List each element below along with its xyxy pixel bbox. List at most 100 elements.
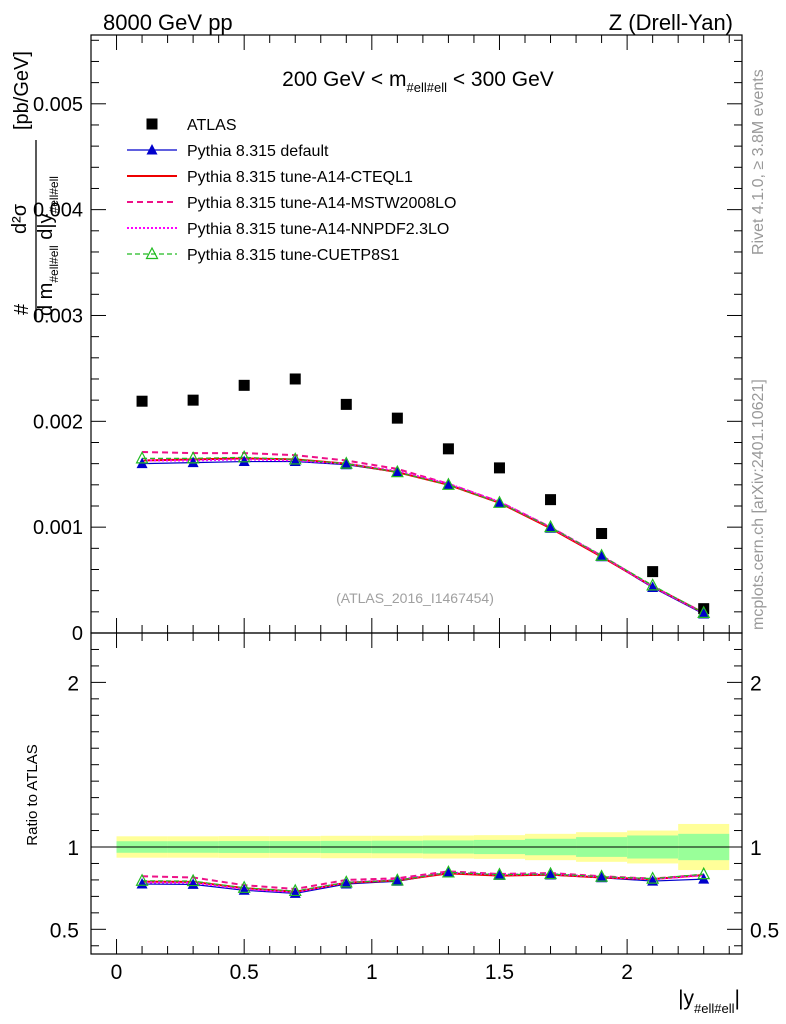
main-point-atlas-0 [136,395,148,407]
ratio-ytick-label-right-2: 2 [750,672,762,695]
main-point-atlas-5 [391,412,403,424]
main-point-default-7 [493,496,505,508]
ratio-point-default-5 [391,875,403,886]
xtick-label-3: 1.5 [485,961,514,984]
main-ytick-label-4: 0.004 [33,200,83,222]
legend-item-default: Pythia 8.315 default [127,143,329,160]
y-label-hash: # [11,303,33,315]
main-point-cuetp8s1-11 [697,605,711,618]
ratio-point-cuetp8s1-3 [288,883,302,897]
main-ytick-label-2: 0.002 [33,411,83,433]
main-line-nnpdf [142,458,705,614]
ratio-point-default-8 [545,868,557,880]
xtick-label-2: 1 [366,961,378,984]
legend-label-mstw: Pythia 8.315 tune-A14-MSTW2008LO [187,195,456,212]
main-ytick-label-5: 0.005 [33,94,83,116]
ratio-point-cuetp8s1-1 [186,873,200,887]
main-point-default-4 [340,458,352,470]
legend-label-default: Pythia 8.315 default [187,143,329,160]
main-point-default-8 [545,522,557,533]
legend: ATLAS Pythia 8.315 default Pythia 8.315 tu… [127,117,456,264]
main-point-cuetp8s1-6 [441,477,455,490]
legend-item-mstw: Pythia 8.315 tune-A14-MSTW2008LO [127,195,456,212]
ratio-ytick-label-1: 1 [67,837,79,860]
main-point-atlas-8 [545,494,557,506]
main-point-default-9 [596,550,608,562]
legend-item-cuetp8s1: Pythia 8.315 tune-CUETP8S1 [127,246,400,264]
legend-label-atlas: ATLAS [187,117,237,134]
main-point-default-5 [391,466,403,477]
main-point-atlas-9 [596,528,608,540]
y-label-unit: [pb/GeV] [11,51,33,130]
mcplots-label: mcplots.cern.ch [arXiv:2401.10621] [750,379,767,630]
ratio-point-cuetp8s1-10 [646,871,660,884]
main-point-cuetp8s1-7 [492,495,506,508]
legend-item-cteql1: Pythia 8.315 tune-A14-CTEQL1 [127,169,413,186]
xtick-label-4: 2 [621,961,633,984]
main-line-cuetp8s1 [142,456,704,614]
main-y-axis-label: # d²σ d m#ell#ell d|y#ell#ell [pb/GeV] [9,51,61,320]
xtick-label-1: 0.5 [230,961,259,984]
ratio-point-cuetp8s1-7 [492,867,506,880]
ratio-ytick-label-right-0: 0.5 [750,919,779,942]
main-point-atlas-2 [238,379,250,391]
xtick-label-0: 0 [111,961,123,984]
main-point-default-1 [187,456,199,468]
legend-marker-atlas [146,118,158,130]
main-line-mstw [142,451,705,614]
legend-label-cteql1: Pythia 8.315 tune-A14-CTEQL1 [187,169,413,186]
ratio-point-cuetp8s1-5 [390,873,404,886]
ratio-point-cuetp8s1-11 [697,866,711,880]
legend-label-nnpdf: Pythia 8.315 tune-A14-NNPDF2.3LO [187,221,449,238]
rivet-label: Rivet 4.1.0, ≥ 3.8M events [750,69,767,255]
main-point-cuetp8s1-8 [544,519,558,533]
main-point-atlas-1 [187,394,199,406]
main-point-default-6 [442,478,454,490]
ratio-point-default-4 [340,878,352,889]
ratio-frame [90,632,743,955]
y-label-numerator: d²σ [9,203,31,234]
x-axis-label: |y#ell#ell| [678,987,740,1016]
main-point-cuetp8s1-4 [339,456,353,469]
ratio-line-mstw [142,870,704,890]
main-point-cuetp8s1-5 [390,464,404,478]
legend-marker-default [146,144,158,155]
legend-item-nnpdf: Pythia 8.315 tune-A14-NNPDF2.3LO [127,221,449,238]
main-point-atlas-10 [647,566,659,578]
ratio-point-cuetp8s1-6 [441,865,455,878]
ratio-ytick-label-0: 0.5 [50,919,79,942]
ratio-point-cuetp8s1-0 [135,873,149,886]
ratio-point-cuetp8s1-9 [595,869,609,882]
main-ytick-label-1: 0.001 [33,517,83,539]
ratio-point-default-9 [596,871,608,883]
header-right: Z (Drell-Yan) [609,10,733,35]
analysis-watermark: (ATLAS_2016_I1467454) [336,590,494,606]
main-point-cuetp8s1-9 [595,548,609,561]
main-point-cuetp8s1-10 [646,578,660,591]
ratio-point-cuetp8s1-2 [237,880,251,893]
legend-marker-cuetp8s1 [145,246,159,260]
main-point-cuetp8s1-1 [186,451,200,464]
main-point-atlas-7 [493,462,505,474]
ratio-point-default-1 [187,878,199,889]
main-point-cuetp8s1-0 [135,451,149,464]
ratio-line-nnpdf [142,871,704,894]
main-point-atlas-4 [340,398,352,410]
legend-item-atlas: ATLAS [146,117,237,134]
main-ytick-label-3: 0.003 [33,305,83,327]
ratio-point-default-0 [136,878,148,889]
ratio-point-cuetp8s1-8 [544,866,558,880]
ratio-panel: 0.5 0.5 1 1 2 2 0 0.5 1 1.5 2 Ratio to ATLAS |y#e… [24,632,779,1016]
ratio-line-cuetp8s1 [142,871,704,892]
main-ytick-label-0: 0 [72,623,83,645]
ratio-ytick-label-2: 2 [67,672,79,695]
main-point-default-2 [238,455,250,467]
legend-label-cuetp8s1: Pythia 8.315 tune-CUETP8S1 [187,247,400,264]
main-point-atlas-6 [442,443,454,455]
y-label-denominator: d m#ell#ell d|y#ell#ell [35,176,61,316]
ratio-point-default-7 [493,869,505,880]
ratio-point-default-6 [442,866,454,878]
ratio-y-axis-label: Ratio to ATLAS [24,744,41,845]
main-point-atlas-3 [289,373,301,385]
